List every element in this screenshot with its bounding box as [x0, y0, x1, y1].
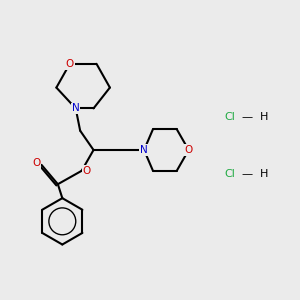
- Text: O: O: [83, 166, 91, 176]
- Text: N: N: [140, 145, 148, 155]
- Text: Cl: Cl: [224, 169, 235, 179]
- Text: Cl: Cl: [224, 112, 235, 122]
- Text: —: —: [241, 169, 252, 179]
- Text: H: H: [260, 169, 268, 179]
- Text: O: O: [32, 158, 40, 168]
- Text: N: N: [72, 103, 80, 113]
- Text: O: O: [66, 59, 74, 69]
- Text: —: —: [241, 112, 252, 122]
- Text: H: H: [260, 112, 268, 122]
- Text: O: O: [184, 145, 193, 155]
